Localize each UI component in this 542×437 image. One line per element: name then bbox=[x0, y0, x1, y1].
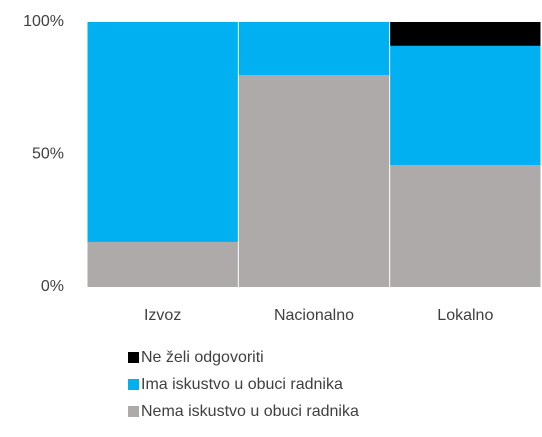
bar-segment bbox=[87, 22, 238, 242]
legend-label: Nema iskustvo u obuci radnika bbox=[141, 403, 359, 420]
x-tick-label: Nacionalno bbox=[274, 307, 354, 324]
bar-segment bbox=[238, 22, 390, 75]
x-tick-label: Izvoz bbox=[144, 307, 181, 324]
legend-swatch bbox=[128, 406, 139, 417]
x-tick-label: Lokalno bbox=[437, 307, 493, 324]
legend-label: Ne želi odgovoriti bbox=[141, 349, 264, 366]
bar-segment bbox=[87, 241, 238, 287]
y-tick-label: 50% bbox=[32, 146, 64, 163]
bar-segment bbox=[390, 45, 541, 166]
y-tick-label: 100% bbox=[23, 13, 64, 30]
bar-segment bbox=[238, 75, 390, 287]
bar-segment bbox=[390, 22, 541, 46]
legend-label: Ima iskustvo u obuci radnika bbox=[141, 376, 343, 393]
y-tick-label: 0% bbox=[41, 278, 64, 295]
legend-swatch bbox=[128, 379, 139, 390]
legend-swatch bbox=[128, 352, 139, 363]
bar-segment bbox=[390, 165, 541, 287]
